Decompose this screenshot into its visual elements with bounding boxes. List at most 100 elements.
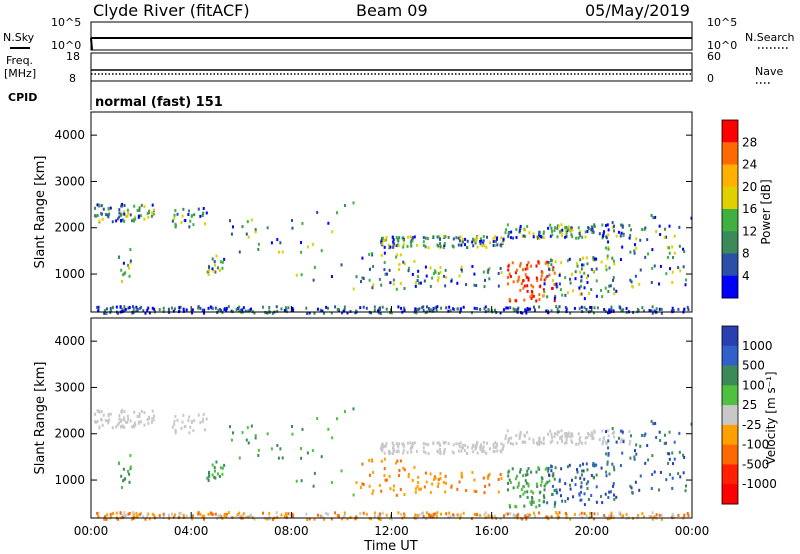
- velocity-cell: [398, 468, 401, 472]
- velocity-cell: [564, 499, 567, 503]
- velocity-cell: [538, 504, 541, 508]
- power-cell: [379, 306, 382, 310]
- power-cell: [452, 237, 455, 241]
- velocity-cell: [526, 495, 529, 499]
- velocity-cell: [100, 417, 103, 421]
- power-cell: [265, 311, 268, 315]
- velocity-cell: [513, 514, 516, 518]
- velocity-cell: [352, 407, 355, 411]
- velocity-cell: [135, 515, 138, 519]
- power-cell: [549, 259, 552, 263]
- colorbar-swatch: [722, 231, 738, 254]
- power-cell: [223, 257, 226, 261]
- velocity-cell: [548, 479, 551, 483]
- power-cell: [647, 252, 650, 256]
- power-cell: [275, 305, 278, 309]
- velocity-cell: [601, 440, 604, 444]
- power-cell: [576, 264, 579, 268]
- power-cell: [291, 306, 294, 310]
- power-cell: [268, 305, 271, 309]
- power-cell: [211, 306, 214, 310]
- velocity-cell: [494, 514, 497, 518]
- velocity-cell: [482, 445, 485, 449]
- power-cell: [150, 214, 153, 218]
- velocity-cell: [550, 469, 553, 473]
- station-title: Clyde River (fitACF): [93, 1, 250, 20]
- freq-tick-bottom: 8: [69, 72, 76, 85]
- velocity-cell: [677, 472, 680, 476]
- velocity-cell: [524, 440, 527, 444]
- velocity-cell: [133, 410, 136, 414]
- power-cell: [214, 270, 217, 274]
- velocity-cell: [124, 477, 127, 481]
- power-cell: [601, 295, 604, 299]
- velocity-cell: [208, 474, 211, 478]
- power-cell: [229, 219, 232, 223]
- x-tick-label: 08:00: [274, 524, 309, 538]
- power-cell: [213, 263, 216, 267]
- velocity-cell: [549, 440, 552, 444]
- power-cell: [516, 308, 519, 312]
- velocity-cell: [330, 481, 333, 485]
- velocity-cell: [608, 517, 611, 521]
- colorbar-swatch: [722, 444, 738, 465]
- velocity-cell: [240, 514, 243, 518]
- power-cell: [392, 282, 395, 286]
- velocity-cell: [284, 512, 287, 516]
- velocity-cell: [615, 440, 618, 444]
- power-cell: [133, 215, 136, 219]
- velocity-cell: [352, 493, 355, 497]
- velocity-cell: [604, 515, 607, 519]
- power-cell: [622, 308, 625, 312]
- velocity-cell: [565, 431, 568, 435]
- power-cell: [280, 307, 283, 311]
- velocity-cell: [139, 512, 142, 516]
- power-cell: [396, 237, 399, 241]
- power-cell: [285, 308, 288, 312]
- velocity-cell: [584, 441, 587, 445]
- velocity-cell: [601, 429, 604, 433]
- velocity-cell: [213, 475, 216, 479]
- velocity-cell: [276, 444, 279, 448]
- velocity-cell: [121, 486, 124, 490]
- velocity-cell: [320, 455, 323, 459]
- power-cell: [605, 224, 608, 228]
- velocity-cell: [174, 431, 177, 435]
- velocity-cell: [306, 451, 309, 455]
- power-cell: [456, 281, 459, 285]
- power-cell: [471, 264, 474, 268]
- power-cell: [551, 287, 554, 291]
- velocity-cell: [285, 514, 288, 518]
- power-cell: [172, 309, 175, 313]
- power-cell: [230, 309, 233, 313]
- power-cell: [359, 280, 362, 284]
- velocity-cell: [540, 483, 543, 487]
- power-cell: [592, 255, 595, 259]
- velocity-cell: [553, 502, 556, 506]
- colorbar-swatch: [722, 120, 738, 143]
- velocity-cell: [158, 514, 161, 518]
- power-cell: [554, 260, 557, 264]
- velocity-cell: [516, 485, 519, 489]
- velocity-cell: [569, 487, 572, 491]
- power-cell: [238, 250, 241, 254]
- power-cell: [119, 219, 122, 223]
- power-cell: [607, 240, 610, 244]
- velocity-cell: [672, 515, 675, 519]
- power-cell: [147, 306, 150, 310]
- power-cell: [215, 254, 218, 258]
- velocity-cell: [392, 444, 395, 448]
- power-cell: [281, 250, 284, 254]
- power-cell: [146, 212, 149, 216]
- power-cell: [435, 308, 438, 312]
- velocity-cell: [684, 489, 687, 493]
- velocity-cell: [561, 440, 564, 444]
- velocity-cell: [515, 474, 518, 478]
- velocity-cell: [445, 512, 448, 516]
- velocity-cell: [442, 440, 445, 444]
- velocity-cell: [483, 450, 486, 454]
- velocity-cell: [558, 488, 561, 492]
- velocity-cell: [123, 514, 126, 518]
- power-cell: [257, 247, 260, 251]
- power-cell: [254, 228, 257, 232]
